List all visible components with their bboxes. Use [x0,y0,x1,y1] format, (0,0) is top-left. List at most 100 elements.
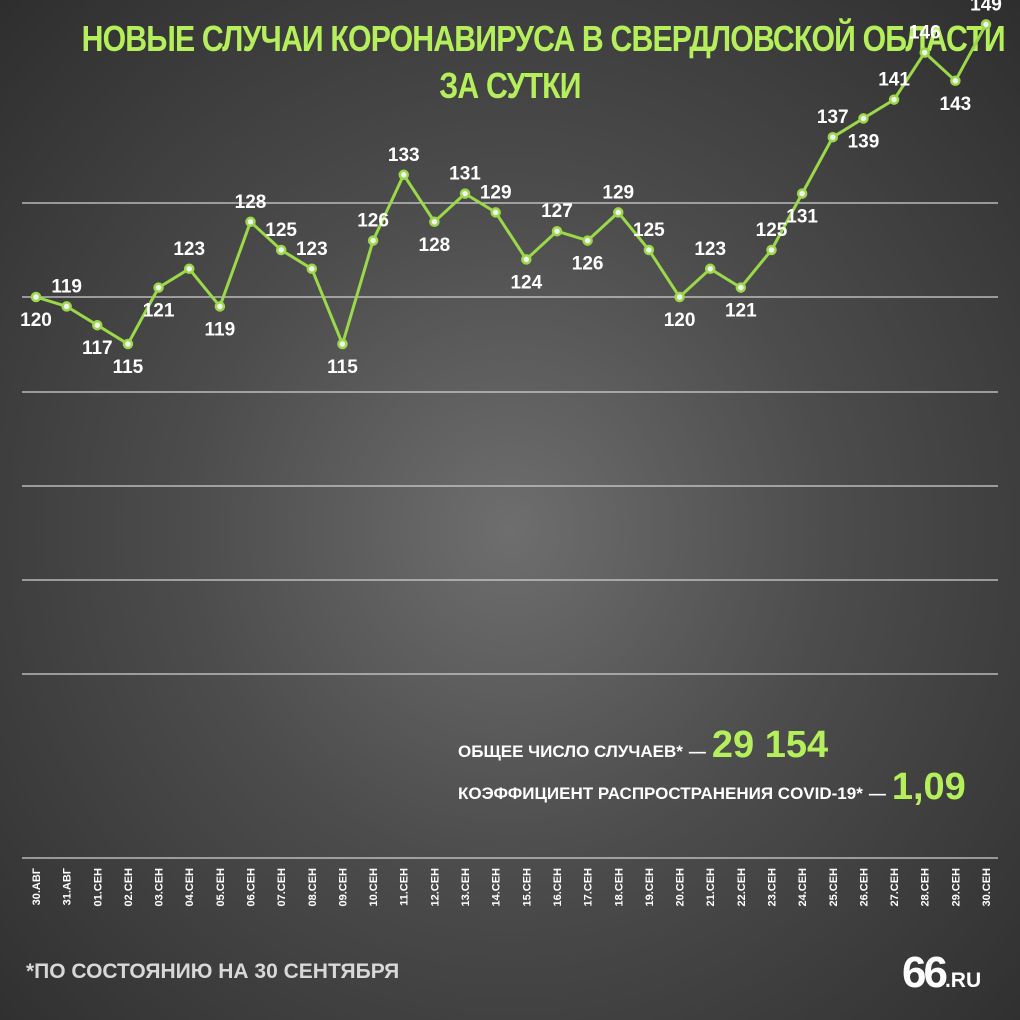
x-tick-label: 25.СЕН [828,868,840,907]
data-label: 133 [388,145,420,166]
x-tick-label: 16.СЕН [552,868,564,907]
x-tick-label: 28.СЕН [920,868,932,907]
data-point [704,263,716,275]
data-point [980,19,992,30]
data-label: 128 [419,235,451,256]
total-cases-label: ОБЩЕЕ ЧИСЛО СЛУЧАЕВ* [458,742,683,761]
x-tick-label: 12.СЕН [429,868,441,907]
data-label: 126 [572,254,604,275]
data-label: 124 [510,272,542,293]
data-label: 115 [327,357,358,378]
data-point [183,263,195,275]
data-point [214,301,226,312]
data-point [153,282,164,293]
data-label: 128 [235,192,267,213]
data-point [643,244,655,256]
x-tick-label: 11.СЕН [399,868,411,906]
total-cases-stat: ОБЩЕЕ ЧИСЛО СЛУЧАЕВ* — 29 154 [458,724,828,767]
data-label: 123 [694,239,726,260]
data-point [796,188,808,199]
total-cases-value: 29 154 [711,724,829,766]
data-point [398,169,409,181]
data-label: 129 [602,182,634,203]
x-tick-label: 24.СЕН [797,868,809,907]
data-point [827,131,839,143]
spread-coefficient-dash: — [868,784,886,803]
x-tick-labels-group: 30.АВГ 31.АВГ 01.СЕН 02.СЕН 03.СЕН 04.СЕН 05.С… [31,867,993,906]
x-tick-label: 06.СЕН [246,868,258,907]
x-tick-label: 04.СЕН [184,868,196,907]
x-tick-label: 23.СЕН [767,868,779,907]
x-tick-label: 30.АВГ [31,867,43,905]
data-label: 125 [633,220,665,241]
data-point [735,282,747,293]
data-label: 149 [970,0,1002,15]
data-label: 129 [480,182,512,203]
x-tick-label: 19.СЕН [644,868,656,907]
data-label: 121 [143,301,175,322]
spread-coefficient-label: КОЭФФИЦИЕНТ РАСПРОСТРАНЕНИЯ COVID-19* [458,784,863,803]
spread-coefficient-stat: КОЭФФИЦИЕНТ РАСПРОСТРАНЕНИЯ COVID-19* — 1,… [458,766,966,809]
data-label: 117 [82,338,113,359]
x-tick-label: 30.СЕН [981,868,993,907]
data-label: 127 [541,201,573,222]
x-tick-label: 02.СЕН [123,868,135,907]
x-tick-label: 29.СЕН [950,868,962,907]
data-label: 126 [357,211,389,232]
data-label: 119 [51,276,82,297]
data-label: 119 [205,319,236,340]
total-cases-dash: — [688,742,706,761]
data-point [950,75,961,87]
x-tick-label: 14.СЕН [491,868,503,907]
data-point [858,113,869,124]
data-point [919,47,930,58]
x-tick-label: 20.СЕН [675,868,687,907]
points-group [30,19,992,350]
x-tick-label: 09.СЕН [338,868,350,907]
x-tick-label: 15.СЕН [521,868,533,907]
data-point [674,291,685,303]
data-label: 146 [909,23,941,44]
x-tick-label: 17.СЕН [583,868,595,907]
data-label: 125 [756,220,788,241]
data-point [429,216,440,228]
x-tick-label: 07.СЕН [276,868,288,907]
data-point [61,301,72,312]
data-label: 120 [20,310,52,331]
data-label: 131 [449,164,481,185]
x-tick-label: 03.СЕН [154,868,166,907]
data-label: 120 [664,310,696,331]
x-tick-label: 31.АВГ [62,867,74,905]
x-tick-label: 18.СЕН [613,868,625,907]
x-tick-label: 05.СЕН [215,868,227,907]
data-point [245,216,256,228]
data-point [92,319,103,331]
x-tick-label: 13.СЕН [460,868,472,907]
data-point [521,254,532,265]
data-label: 125 [265,220,297,241]
chart-title-line2: ЗА СУТКИ [439,65,581,106]
data-label: 123 [173,239,205,260]
data-label: 143 [940,94,972,115]
data-label: 141 [878,70,910,91]
x-tick-label: 27.СЕН [889,868,901,907]
data-point [459,188,471,199]
data-point [337,338,348,350]
data-labels-group: 1201191171151211231191281251231151261331… [20,0,1002,378]
data-point [888,94,900,105]
site-logo: 66.RU [902,948,981,998]
series-group [35,23,988,346]
data-label: 115 [113,357,144,378]
data-point [551,225,563,237]
data-point [582,235,593,246]
x-tick-label: 21.СЕН [705,868,717,907]
data-point [306,263,318,275]
logo-number: 66 [902,948,948,997]
data-label: 123 [296,239,328,260]
data-point [613,207,624,218]
x-tick-label: 26.СЕН [858,868,870,907]
spread-coefficient-value: 1,09 [891,766,966,808]
data-point [766,244,777,256]
series-line [35,23,988,346]
data-label: 131 [786,207,818,228]
